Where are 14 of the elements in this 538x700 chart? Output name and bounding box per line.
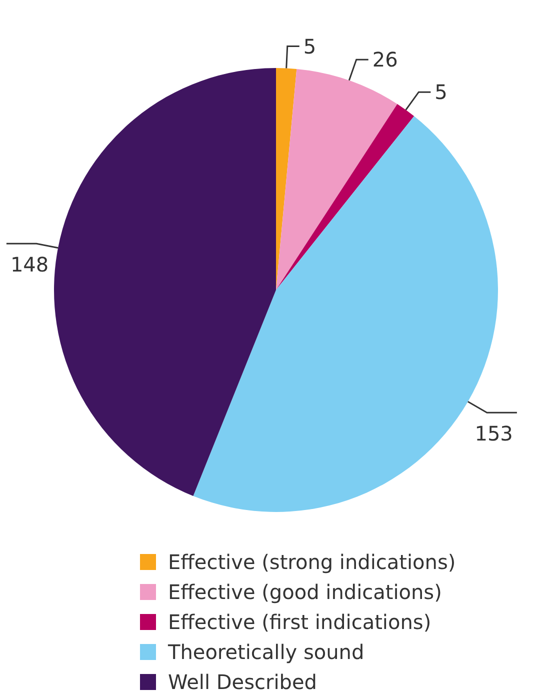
legend-label: Effective (good indications) <box>168 580 442 604</box>
legend-label: Theoretically sound <box>167 640 364 664</box>
data-label: 148 <box>10 252 49 277</box>
data-label: 5 <box>303 34 316 58</box>
legend-label: Effective (strong indications) <box>168 550 456 574</box>
data-label: 5 <box>434 80 448 104</box>
data-label: 153 <box>474 422 513 446</box>
legend-label: Effective (first indications) <box>168 610 432 634</box>
legend-label: Well Described <box>168 670 317 694</box>
pie-slice <box>276 68 398 290</box>
pie-slice <box>276 104 414 290</box>
data-label: 26 <box>372 48 398 72</box>
pie-slice <box>276 68 297 290</box>
pie-slice <box>54 68 276 496</box>
